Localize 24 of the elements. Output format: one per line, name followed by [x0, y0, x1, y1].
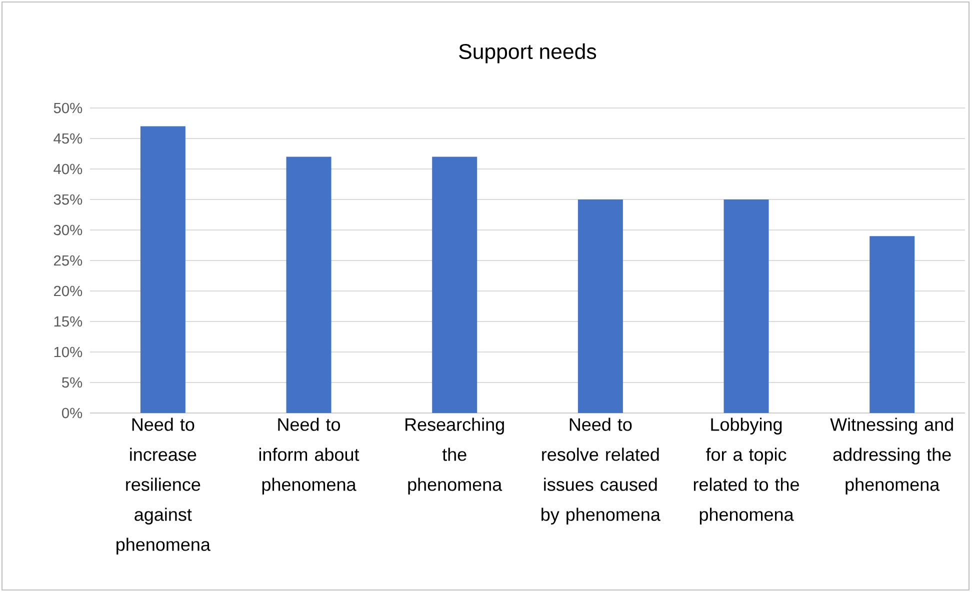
chart-title: Support needs: [459, 43, 596, 64]
y-tick-label: 15%: [54, 316, 82, 327]
x-tick-label: Need to inform about phenomena: [259, 418, 360, 494]
y-tick-label: 35%: [54, 194, 82, 205]
y-tick-label: 50%: [54, 102, 82, 114]
y-tick-label: 30%: [54, 224, 82, 236]
x-tick-label: Witnessing and addressing the phenomena: [830, 418, 953, 494]
y-tick-label: 25%: [54, 255, 82, 266]
bar: [578, 200, 623, 413]
x-tick-label: Need to resolve related issues caused by phenomena: [542, 418, 660, 524]
y-tick-label: 0%: [62, 408, 82, 418]
x-tick-label: Lobbying for a topic related to the phenomena: [694, 418, 799, 524]
y-tick-label: 10%: [54, 346, 82, 358]
y-tick-label: 45%: [54, 133, 82, 144]
bar: [432, 156, 478, 413]
bar: [286, 156, 332, 413]
y-tick-label: 5%: [62, 377, 82, 388]
y-tick-label: 40%: [54, 164, 82, 174]
bar: [724, 200, 769, 413]
bar: [140, 126, 186, 413]
x-tick-label: Researching the phenomena: [406, 418, 504, 494]
y-tick-label: 20%: [54, 286, 82, 296]
bar: [870, 236, 915, 413]
x-tick-label: Need to increase resilience against phenomena: [116, 418, 210, 554]
